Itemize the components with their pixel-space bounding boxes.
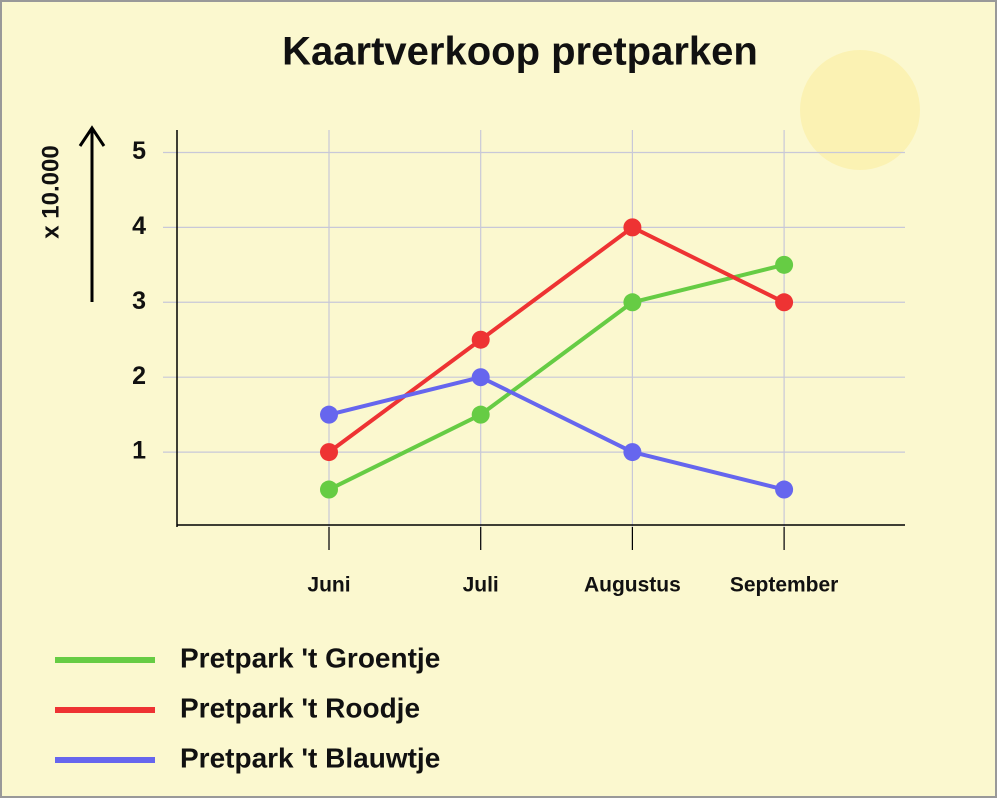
x-tick-label: September <box>730 574 839 597</box>
legend-label: Pretpark 't Roodje <box>180 692 420 723</box>
chart-title: Kaartverkoop pretparken <box>282 30 758 74</box>
data-point <box>775 256 793 274</box>
data-point <box>320 406 338 424</box>
legend-label: Pretpark 't Blauwtje <box>180 742 440 773</box>
data-point <box>472 406 490 424</box>
y-tick-label: 1 <box>132 437 146 465</box>
y-tick-label: 2 <box>132 362 146 390</box>
y-tick-label: 4 <box>132 212 146 240</box>
data-point <box>472 368 490 386</box>
data-point <box>623 443 641 461</box>
y-tick-label: 5 <box>132 137 146 165</box>
x-tick-label: Juli <box>463 574 499 597</box>
x-tick-label: Augustus <box>584 574 681 597</box>
data-point <box>623 293 641 311</box>
data-point <box>775 293 793 311</box>
y-axis-label: x 10.000 <box>37 145 64 238</box>
data-point <box>472 331 490 349</box>
data-point <box>775 481 793 499</box>
data-point <box>320 481 338 499</box>
data-point <box>320 443 338 461</box>
legend-label: Pretpark 't Groentje <box>180 642 440 673</box>
data-point <box>623 218 641 236</box>
chart: Kaartverkoop pretparken x 10.000 1 2 3 4 5 Ju… <box>0 0 997 798</box>
x-tick-label: Juni <box>307 574 350 597</box>
y-tick-label: 3 <box>132 287 146 315</box>
